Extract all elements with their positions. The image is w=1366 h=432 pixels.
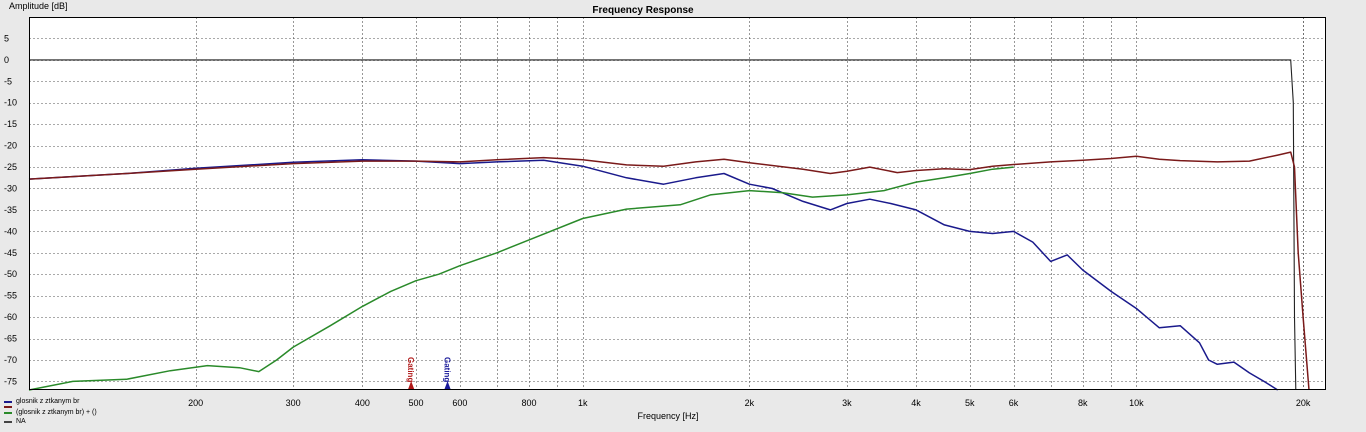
grid-lines	[29, 17, 1326, 390]
y-tick-labels: 5 0 -5 -10 -15 -20 -25 -30 -35 -40 -45 -50 -55 -60 -65…	[4, 33, 17, 386]
legend-swatch	[4, 406, 12, 408]
gating-marker-label: Gating	[443, 357, 452, 382]
plot-border	[29, 17, 1326, 390]
legend-item	[4, 406, 97, 408]
x-tick-label: 20k	[1296, 398, 1311, 408]
x-tick-label: 10k	[1129, 398, 1144, 408]
y-tick-label: -40	[4, 226, 17, 236]
y-tick-label: -15	[4, 119, 17, 129]
x-tick-label: 3k	[842, 398, 852, 408]
gating-marker-label: Gating	[406, 357, 415, 382]
series-line-0	[28, 159, 1279, 391]
x-tick-label: 5k	[965, 398, 975, 408]
series-line-1	[28, 151, 1310, 391]
legend-item: NA	[4, 417, 97, 426]
legend-swatch	[4, 411, 12, 414]
series-layer	[28, 59, 1310, 391]
plot-area	[29, 17, 1326, 390]
y-axis-label: Amplitude [dB]	[9, 1, 68, 11]
x-tick-labels: 200 300 400 500 600 800 1k 2k 3k 4k 5k 6k 8k 10k 20k	[188, 398, 1311, 408]
legend-swatch	[4, 420, 12, 423]
legend-label: glosnik z ztkanym br	[16, 398, 80, 405]
y-tick-label: -10	[4, 98, 17, 108]
legend: glosnik z ztkanym br (glosnik z ztkanym …	[4, 397, 97, 426]
x-tick-label: 600	[452, 398, 467, 408]
x-tick-label: 1k	[578, 398, 588, 408]
series-line-2	[28, 166, 1014, 391]
chart-title: Frequency Response	[592, 5, 694, 16]
x-tick-label: 6k	[1009, 398, 1019, 408]
y-tick-label: -35	[4, 205, 17, 215]
y-tick-label: -45	[4, 248, 17, 258]
gating-marker: Gating	[443, 357, 452, 389]
legend-swatch	[4, 400, 12, 403]
x-tick-label: 400	[355, 398, 370, 408]
x-tick-label: 4k	[911, 398, 921, 408]
x-tick-label: 8k	[1078, 398, 1088, 408]
x-tick-label: 2k	[745, 398, 755, 408]
gating-marker-arrow	[444, 381, 451, 389]
gating-marker: Gating	[406, 357, 415, 389]
y-tick-label: -65	[4, 334, 17, 344]
y-tick-label: -70	[4, 355, 17, 365]
y-tick-label: -60	[4, 312, 17, 322]
y-tick-label: -5	[4, 76, 12, 86]
x-tick-label: 800	[522, 398, 537, 408]
y-tick-label: -50	[4, 269, 17, 279]
x-tick-label: 500	[409, 398, 424, 408]
y-tick-label: -20	[4, 141, 17, 151]
y-tick-label: 5	[4, 33, 9, 43]
legend-label: NA	[16, 418, 26, 425]
y-tick-label: -25	[4, 162, 17, 172]
y-tick-label: -75	[4, 376, 17, 386]
legend-item: glosnik z ztkanym br	[4, 397, 97, 406]
gating-marker-arrow	[408, 381, 415, 389]
y-tick-label: 0	[4, 55, 9, 65]
legend-item: (glosnik z ztkanym br) + ()	[4, 408, 97, 417]
y-tick-label: -30	[4, 183, 17, 193]
x-axis-label: Frequency [Hz]	[637, 411, 698, 421]
reference-line	[29, 59, 1297, 391]
y-tick-label: -55	[4, 291, 17, 301]
legend-label: (glosnik z ztkanym br) + ()	[16, 409, 97, 416]
x-tick-label: 300	[286, 398, 301, 408]
gating-markers: Gating Gating	[406, 357, 452, 389]
x-tick-label: 200	[188, 398, 203, 408]
